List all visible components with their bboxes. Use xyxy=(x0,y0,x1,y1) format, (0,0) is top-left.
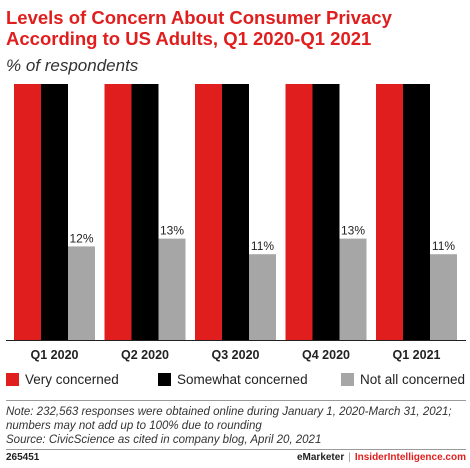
x-tick-label: Q4 2020 xyxy=(302,348,350,362)
bar xyxy=(195,84,222,341)
legend-label-very: Very concerned xyxy=(25,372,119,387)
bar xyxy=(249,254,276,340)
bar xyxy=(41,84,68,340)
legend-swatch-very xyxy=(6,373,19,386)
footer: 265451 eMarketer | InsiderIntelligence.com xyxy=(6,452,466,466)
bar xyxy=(312,84,340,340)
note-divider xyxy=(6,400,466,401)
legend-label-somewhat: Somewhat concerned xyxy=(177,372,308,387)
legend-item-not-all: Not all concerned xyxy=(341,372,465,387)
bar xyxy=(104,84,132,341)
chart-id: 265451 xyxy=(6,452,40,463)
bar xyxy=(158,238,186,340)
note-line-2: numbers may not add up to 100% due to ro… xyxy=(6,420,262,432)
data-label: 11% xyxy=(251,239,274,253)
bar xyxy=(376,84,403,340)
legend-label-not-all: Not all concerned xyxy=(360,372,466,387)
insider-intelligence-link[interactable]: InsiderIntelligence.com xyxy=(354,452,466,463)
chart-legend: Very concerned Somewhat concerned Not al… xyxy=(6,372,466,394)
bar xyxy=(14,84,41,341)
x-tick-label: Q1 2021 xyxy=(393,348,441,362)
x-tick-label: Q3 2020 xyxy=(212,348,260,362)
data-label: 11% xyxy=(432,239,455,253)
bar xyxy=(222,84,249,341)
x-tick-label: Q2 2020 xyxy=(121,348,169,362)
bar xyxy=(131,84,159,340)
data-label: 13% xyxy=(341,224,365,238)
bar xyxy=(285,84,313,340)
note-source: Source: CivicScience as cited in company… xyxy=(6,434,322,446)
bar xyxy=(339,238,367,340)
bar xyxy=(68,246,95,340)
legend-item-somewhat: Somewhat concerned xyxy=(158,372,308,387)
legend-swatch-not-all xyxy=(341,373,354,386)
data-label: 12% xyxy=(69,231,93,245)
bar-chart: 47%40%12%Q1 202047%40%13%Q2 202049%39%11… xyxy=(6,84,466,362)
chart-subtitle: % of respondents xyxy=(6,56,139,75)
bar xyxy=(430,254,457,340)
chart-note: Note: 232,563 responses were obtained on… xyxy=(6,405,468,447)
data-label: 13% xyxy=(160,224,184,238)
legend-item-very: Very concerned xyxy=(6,372,119,387)
footer-brand: eMarketer | InsiderIntelligence.com xyxy=(297,452,466,463)
footer-divider xyxy=(6,449,466,450)
legend-swatch-somewhat xyxy=(158,373,171,386)
emarketer-logo: eMarketer xyxy=(296,452,345,463)
chart-title: Levels of Concern About Consumer Privacy… xyxy=(6,7,392,49)
bar xyxy=(403,84,430,341)
note-line-1: Note: 232,563 responses were obtained on… xyxy=(6,406,452,418)
x-tick-label: Q1 2020 xyxy=(31,348,79,362)
footer-separator: | xyxy=(348,452,351,463)
